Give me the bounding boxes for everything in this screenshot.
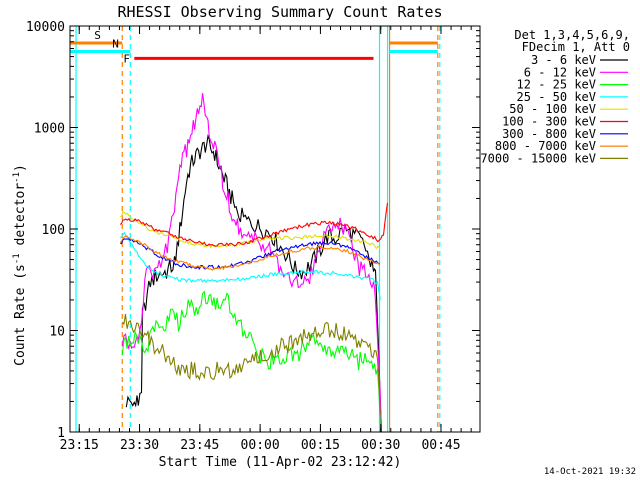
y-tick-label: 100 <box>42 223 65 238</box>
x-tick-label: 00:45 <box>421 438 460 453</box>
y-tick-label: 10000 <box>26 20 65 35</box>
legend-entry-label: 50 - 100 keV <box>509 102 596 116</box>
y-tick-label: 1000 <box>34 122 65 137</box>
series-line-2 <box>121 93 383 433</box>
x-tick-label: 00:30 <box>361 438 400 453</box>
plot-frame <box>69 25 481 433</box>
legend-header-line-1: Det 1,3,4,5,6,9, <box>514 28 630 42</box>
series-line-4 <box>119 231 381 300</box>
legend-entry-label: 25 - 50 keV <box>517 90 596 104</box>
series-line-3 <box>121 290 381 425</box>
series-line-5 <box>120 210 380 250</box>
series-line-1 <box>125 134 383 433</box>
vertical-marker-layer <box>75 26 441 432</box>
series-line-7 <box>119 238 380 270</box>
y-axis-label: Count Rate (s-1 detector-1) <box>12 164 28 366</box>
x-tick-label: 00:00 <box>241 438 280 453</box>
annotation-layer: SNF <box>70 29 438 65</box>
axis-layer: 1 10 100 1000 10000 23:15 23:30 23:45 00:00 00:15… <box>26 20 481 453</box>
series-line-6 <box>119 203 389 247</box>
annotation-label: S <box>94 29 101 42</box>
y-axis-label-text: Count Rate (s-1 detector-1) <box>12 164 28 366</box>
y-tick-label: 1 <box>57 426 65 441</box>
legend-entry-label: 300 - 800 keV <box>502 127 596 141</box>
annotation-label: N <box>112 38 119 51</box>
series-line-8 <box>119 235 380 271</box>
legend-entry-label: 6 - 12 keV <box>524 65 596 79</box>
y-tick-label: 10 <box>49 325 65 340</box>
annotation-label: F <box>123 52 130 65</box>
x-tick-label: 00:15 <box>301 438 340 453</box>
legend-entry-label: 12 - 25 keV <box>517 78 596 92</box>
x-tick-label: 23:45 <box>180 438 219 453</box>
legend-entry-label: 7000 - 15000 keV <box>480 151 596 165</box>
series-line-9 <box>121 313 381 415</box>
legend-entry-label: 800 - 7000 keV <box>495 139 596 153</box>
legend-header-line-2: FDecim 1, Att 0 <box>522 40 630 54</box>
x-axis-label: Start Time (11-Apr-02 23:12:42) <box>159 455 402 470</box>
legend: Det 1,3,4,5,6,9, FDecim 1, Att 0 3 - 6 k… <box>480 28 630 165</box>
legend-entry-label: 3 - 6 keV <box>531 53 596 67</box>
footer-timestamp: 14-Oct-2021 19:32 <box>544 467 636 477</box>
x-tick-label: 23:30 <box>120 438 159 453</box>
x-tick-label: 23:15 <box>60 438 99 453</box>
legend-entry-label: 100 - 300 keV <box>502 115 596 129</box>
chart-title: RHESSI Observing Summary Count Rates <box>117 3 442 21</box>
series-layer <box>119 93 389 433</box>
